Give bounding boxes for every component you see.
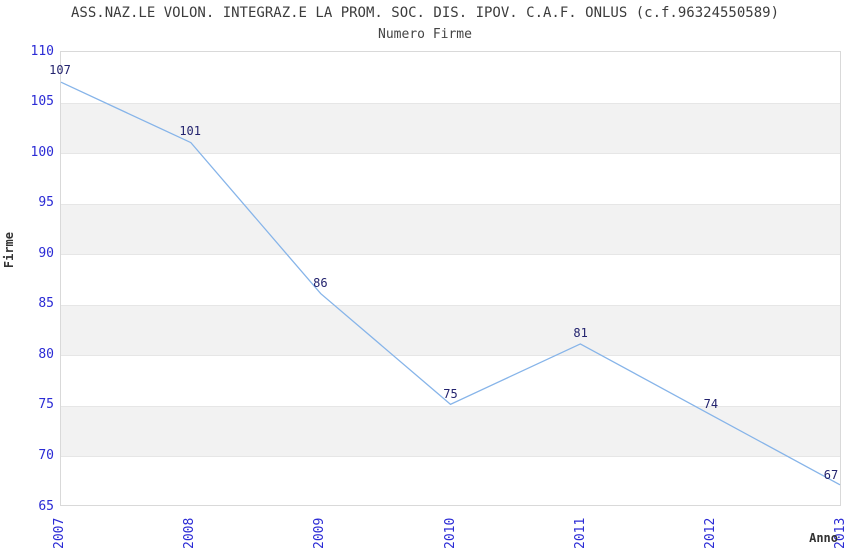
data-point-label: 101 — [179, 124, 201, 138]
data-point-label: 75 — [443, 386, 458, 401]
plot-band — [61, 203, 840, 255]
plot-area — [60, 51, 841, 506]
data-point-label: 107 — [49, 63, 71, 78]
x-tick-label: 2012 — [702, 517, 718, 549]
y-tick-label: 95 — [38, 195, 54, 211]
y-tick-label: 105 — [30, 94, 54, 110]
x-tick-label: 2010 — [442, 517, 458, 549]
plot-band — [61, 153, 840, 204]
y-tick-label: 110 — [30, 43, 54, 59]
x-tick-label: 2008 — [182, 517, 198, 549]
x-tick-label: 2009 — [312, 517, 328, 549]
plot-band — [61, 355, 840, 406]
y-tick-label: 75 — [38, 397, 54, 413]
y-tick-label: 90 — [38, 245, 54, 261]
y-tick-label: 65 — [38, 498, 54, 514]
line-series — [60, 81, 841, 486]
chart-title: ASS.NAZ.LE VOLON. INTEGRAZ.E LA PROM. SO… — [70, 5, 779, 21]
y-tick-label: 70 — [38, 447, 54, 463]
x-axis-title: Anno — [809, 531, 838, 545]
data-point-label: 81 — [573, 326, 588, 341]
y-axis-title: Firme — [2, 232, 16, 269]
x-tick-label: 2011 — [572, 517, 588, 549]
plot-band — [61, 102, 840, 154]
y-tick-label: 80 — [38, 346, 54, 362]
plot-band — [61, 456, 840, 507]
data-point-label: 67 — [823, 467, 839, 482]
plot-band — [61, 254, 840, 305]
plot-band — [61, 304, 840, 356]
chart-subtitle: Numero Firme — [378, 27, 472, 42]
data-point-label: 86 — [313, 275, 328, 290]
series-line — [60, 81, 841, 486]
x-tick-label: 2007 — [52, 517, 67, 549]
data-point-label: 74 — [703, 397, 719, 411]
y-tick-label: 85 — [38, 296, 54, 312]
y-tick-label: 100 — [30, 144, 54, 160]
